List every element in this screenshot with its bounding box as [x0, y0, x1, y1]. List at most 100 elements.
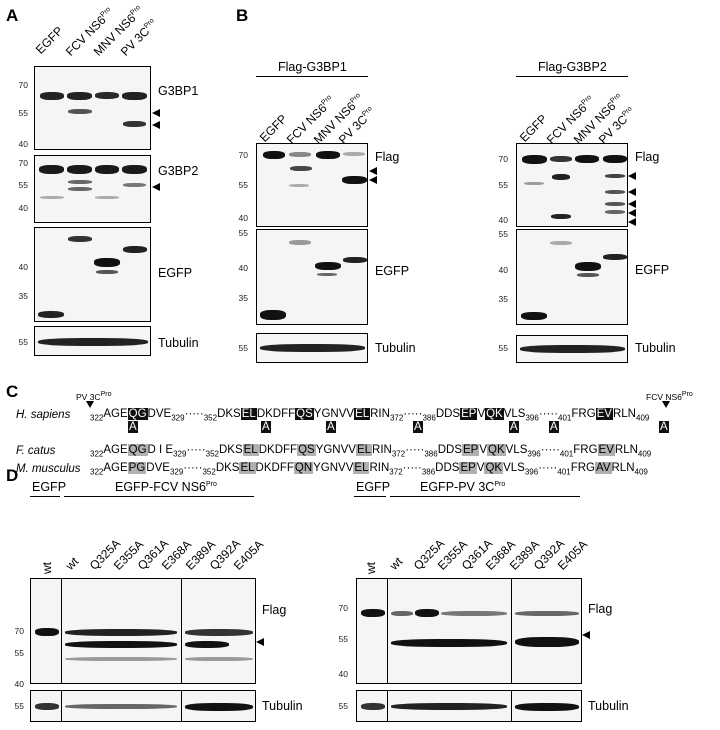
mw-marker: 55: [14, 648, 24, 658]
mw-marker: 35: [498, 294, 508, 304]
arrowhead-icon: [628, 172, 636, 180]
ala-substitution: A: [261, 421, 271, 433]
blot-flag: [516, 143, 628, 227]
mw-marker: 55: [498, 180, 508, 190]
arrowhead-icon: [582, 631, 590, 639]
mw-marker: 55: [498, 229, 508, 239]
species-label: M. musculus: [16, 463, 81, 475]
species-label: F. catus: [16, 445, 56, 457]
lane-label: wt: [386, 554, 406, 573]
blot-flag: [356, 578, 582, 684]
blot-label: Flag: [635, 150, 660, 164]
ala-substitution: A: [128, 421, 138, 433]
blot-tubulin: [356, 690, 582, 722]
sequence-mouse: 322AGEPGDVE329·····352DKSELDKDFFQNYGNVVE…: [90, 462, 648, 477]
blot-egfp: [34, 227, 151, 322]
mw-marker: 55: [498, 343, 508, 353]
mw-marker: 35: [18, 291, 28, 301]
blot-label: Flag: [262, 603, 287, 617]
panel-label-d: D: [6, 466, 19, 485]
species-label: H. sapiens: [16, 409, 71, 421]
arrowhead-icon: [152, 109, 160, 117]
blot-label: G3BP1: [158, 84, 199, 98]
mw-marker: 55: [238, 228, 248, 238]
mw-marker: 55: [238, 343, 248, 353]
group-title: Flag-G3BP2: [538, 60, 607, 74]
group-bracket: [256, 76, 368, 77]
mw-marker: 70: [498, 154, 508, 164]
group-bracket: [30, 496, 60, 497]
mw-marker: 40: [238, 213, 248, 223]
group-title: EGFP-PV 3CPro: [420, 480, 506, 494]
mw-marker: 55: [338, 701, 348, 711]
panel-label-b: B: [236, 6, 249, 25]
arrowhead-icon: [628, 218, 636, 226]
blot-label: EGFP: [375, 264, 410, 278]
sequence-human: 322AGEQGDVE329·····352DKSELDKDFFQSYGNVVE…: [90, 408, 650, 423]
blot-g3bp1: [34, 66, 151, 150]
panel-label-a: A: [6, 6, 19, 25]
blot-egfp: [516, 229, 628, 325]
lane-label: EGFP: [32, 23, 66, 57]
arrowhead-icon: [628, 200, 636, 208]
mw-marker: 70: [14, 626, 24, 636]
blot-label: Flag: [588, 602, 613, 616]
blot-egfp: [256, 229, 368, 325]
lane-label: wt: [364, 562, 378, 574]
lane-label: EGFP: [516, 111, 550, 145]
blot-tubulin: [256, 333, 368, 363]
arrowhead-icon: [628, 209, 636, 217]
blot-label: Tubulin: [158, 336, 199, 350]
group-bracket: [64, 496, 254, 497]
arrowhead-icon: [369, 167, 377, 175]
mw-marker: 55: [338, 634, 348, 644]
control-title: EGFP: [32, 480, 67, 494]
mw-marker: 40: [18, 262, 28, 272]
cleavage-arrow-icon: [86, 401, 94, 408]
blot-g3bp2: [34, 155, 151, 223]
lane-label: wt: [62, 554, 82, 573]
lane-label: EGFP: [256, 111, 290, 145]
blot-label: Tubulin: [588, 699, 629, 713]
sequence-cat: 322AGEQGD I E329·····352DKSELDKDFFQSYGNV…: [90, 444, 652, 459]
blot-label: Tubulin: [635, 341, 676, 355]
ala-substitution: A: [549, 421, 559, 433]
ala-substitution: A: [326, 421, 336, 433]
mw-marker: 70: [338, 603, 348, 613]
mw-marker: 55: [238, 180, 248, 190]
control-title: EGFP: [356, 480, 391, 494]
blot-tubulin: [30, 690, 256, 722]
blot-tubulin: [516, 335, 628, 363]
group-title: EGFP-FCV NS6Pro: [115, 480, 217, 494]
blot-label: EGFP: [635, 263, 670, 277]
lane-label: wt: [40, 562, 54, 574]
ala-substitution: A: [659, 421, 669, 433]
blot-tubulin: [34, 326, 151, 356]
blot-flag: [256, 143, 368, 227]
blot-label: G3BP2: [158, 164, 199, 178]
cleavage-arrow-icon: [662, 401, 670, 408]
mw-marker: 40: [238, 263, 248, 273]
ala-substitution: A: [413, 421, 423, 433]
mw-marker: 40: [498, 265, 508, 275]
mw-marker: 40: [18, 203, 28, 213]
mw-marker: 40: [338, 669, 348, 679]
blot-label: Tubulin: [262, 699, 303, 713]
group-title: Flag-G3BP1: [278, 60, 347, 74]
group-bracket: [516, 76, 628, 77]
mw-marker: 55: [18, 337, 28, 347]
blot-label: Flag: [375, 150, 400, 164]
pv-cleavage-label: PV 3CPro: [76, 391, 112, 402]
group-bracket: [390, 496, 580, 497]
mw-marker: 70: [18, 158, 28, 168]
blot-flag: [30, 578, 256, 684]
fcv-cleavage-label: FCV NS6Pro: [646, 391, 693, 402]
mw-marker: 70: [18, 80, 28, 90]
arrowhead-icon: [152, 183, 160, 191]
mw-marker: 40: [18, 139, 28, 149]
mw-marker: 55: [18, 180, 28, 190]
panel-label-c: C: [6, 382, 19, 401]
blot-label: EGFP: [158, 266, 193, 280]
mw-marker: 35: [238, 293, 248, 303]
ala-substitution: A: [509, 421, 519, 433]
